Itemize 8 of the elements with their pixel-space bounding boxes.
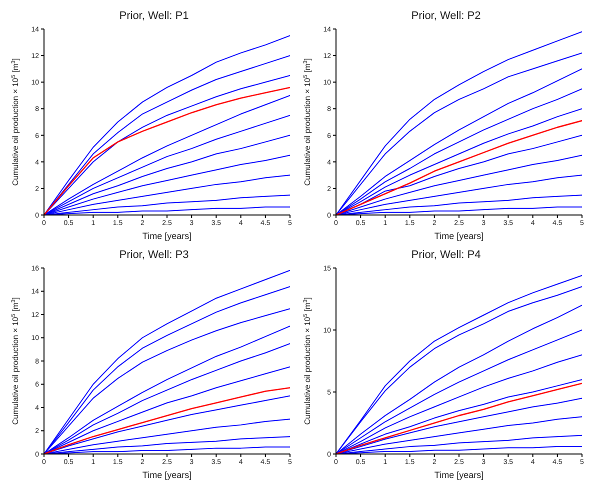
x-axis-title: Time [years] bbox=[434, 231, 484, 241]
chart-title: Prior, Well: P2 bbox=[410, 9, 482, 24]
chart-title: Prior, Well: P1 bbox=[118, 9, 190, 24]
chart-title: Prior, Well: P4 bbox=[410, 248, 482, 263]
x-axis-title: Time [years] bbox=[142, 231, 192, 241]
x-axis-title: Time [years] bbox=[142, 470, 192, 480]
x-axis-title: Time [years] bbox=[434, 470, 484, 480]
chart-title: Prior, Well: P3 bbox=[118, 248, 190, 263]
